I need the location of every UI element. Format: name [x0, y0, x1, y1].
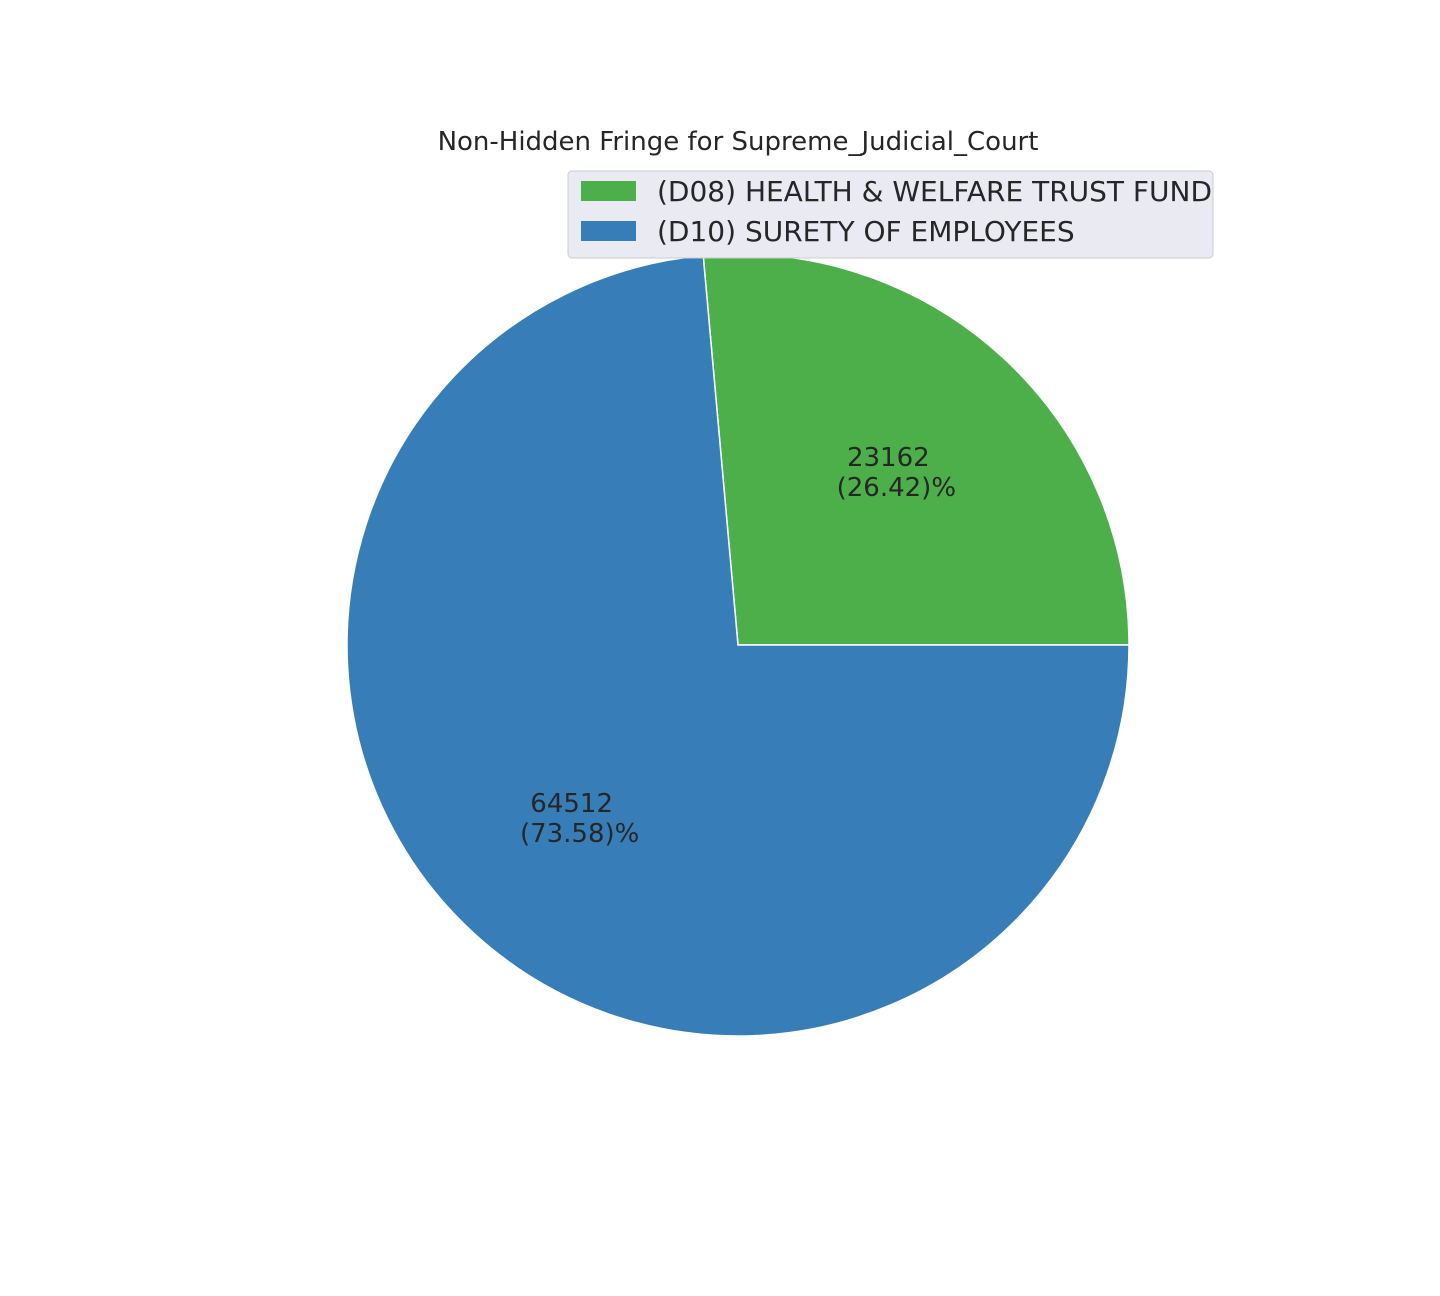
legend-swatch-health-welfare [581, 181, 636, 201]
chart-legend: (D08) HEALTH & WELFARE TRUST FUND (D10) … [567, 170, 1214, 259]
chart-title: Non-Hidden Fringe for Supreme_Judicial_C… [438, 127, 1039, 157]
slice-label-surety: 64512 (73.58)% [520, 789, 639, 849]
legend-label-health-welfare: (D08) HEALTH & WELFARE TRUST FUND [657, 175, 1212, 208]
slice-value-label: 23162 [847, 443, 930, 473]
legend-swatch-surety [581, 221, 636, 241]
slice-value-label: 64512 [530, 789, 613, 819]
legend-label-surety: (D10) SURETY OF EMPLOYEES [657, 215, 1075, 248]
pie-slices [346, 253, 1130, 1037]
slice-percent-label: (73.58)% [520, 819, 639, 849]
pie-slice-labels: 23162 (26.42)% 64512 (73.58)% [520, 443, 956, 849]
slice-percent-label: (26.42)% [837, 473, 956, 503]
legend-box [567, 170, 1214, 259]
slice-label-health-welfare: 23162 (26.42)% [837, 443, 956, 503]
pie-slice-surety [346, 254, 1130, 1037]
